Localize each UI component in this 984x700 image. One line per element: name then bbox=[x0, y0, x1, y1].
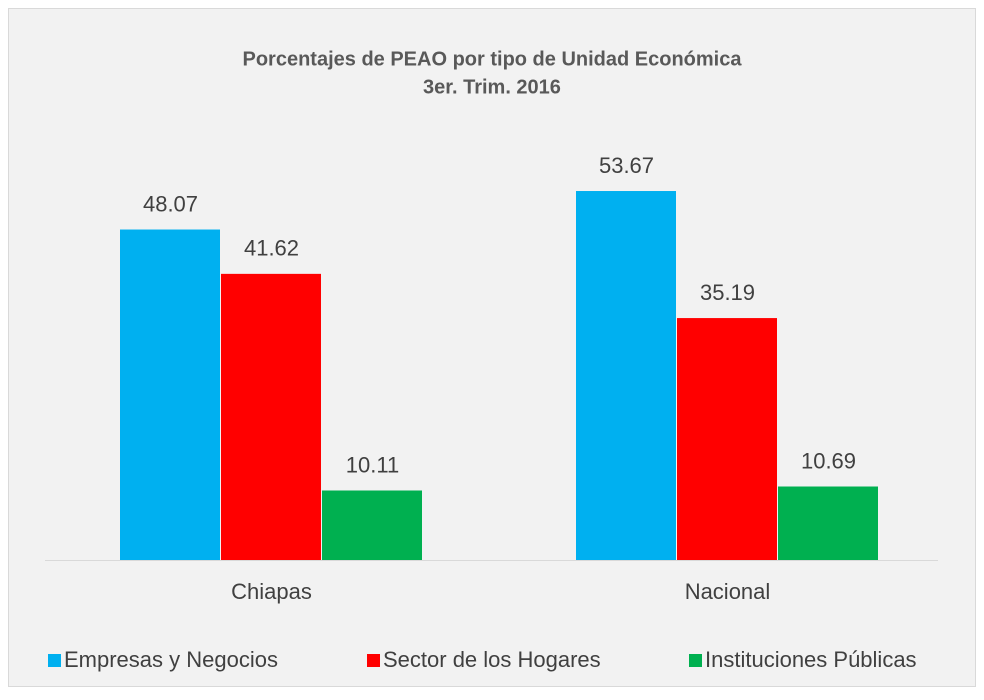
legend-label: Empresas y Negocios bbox=[64, 647, 278, 672]
legend-swatch bbox=[689, 654, 702, 667]
data-label: 10.69 bbox=[801, 448, 856, 473]
x-tick-label: Chiapas bbox=[231, 579, 312, 604]
legend-swatch bbox=[367, 654, 380, 667]
chart-subtitle: 3er. Trim. 2016 bbox=[423, 76, 561, 98]
x-tick-label: Nacional bbox=[685, 579, 771, 604]
bar bbox=[778, 486, 878, 560]
bar bbox=[576, 191, 676, 561]
legend-label: Instituciones Públicas bbox=[705, 647, 917, 672]
data-label: 53.67 bbox=[599, 153, 654, 178]
bar bbox=[221, 273, 321, 560]
bar bbox=[677, 318, 777, 560]
chart-title: Porcentajes de PEAO por tipo de Unidad E… bbox=[243, 48, 743, 70]
legend-label: Sector de los Hogares bbox=[383, 647, 601, 672]
data-label: 10.11 bbox=[346, 452, 399, 477]
data-label: 48.07 bbox=[143, 191, 198, 216]
data-label: 41.62 bbox=[244, 236, 299, 261]
data-label: 35.19 bbox=[700, 280, 755, 305]
legend-swatch bbox=[48, 654, 61, 667]
bar bbox=[322, 490, 422, 560]
bar bbox=[120, 229, 220, 561]
